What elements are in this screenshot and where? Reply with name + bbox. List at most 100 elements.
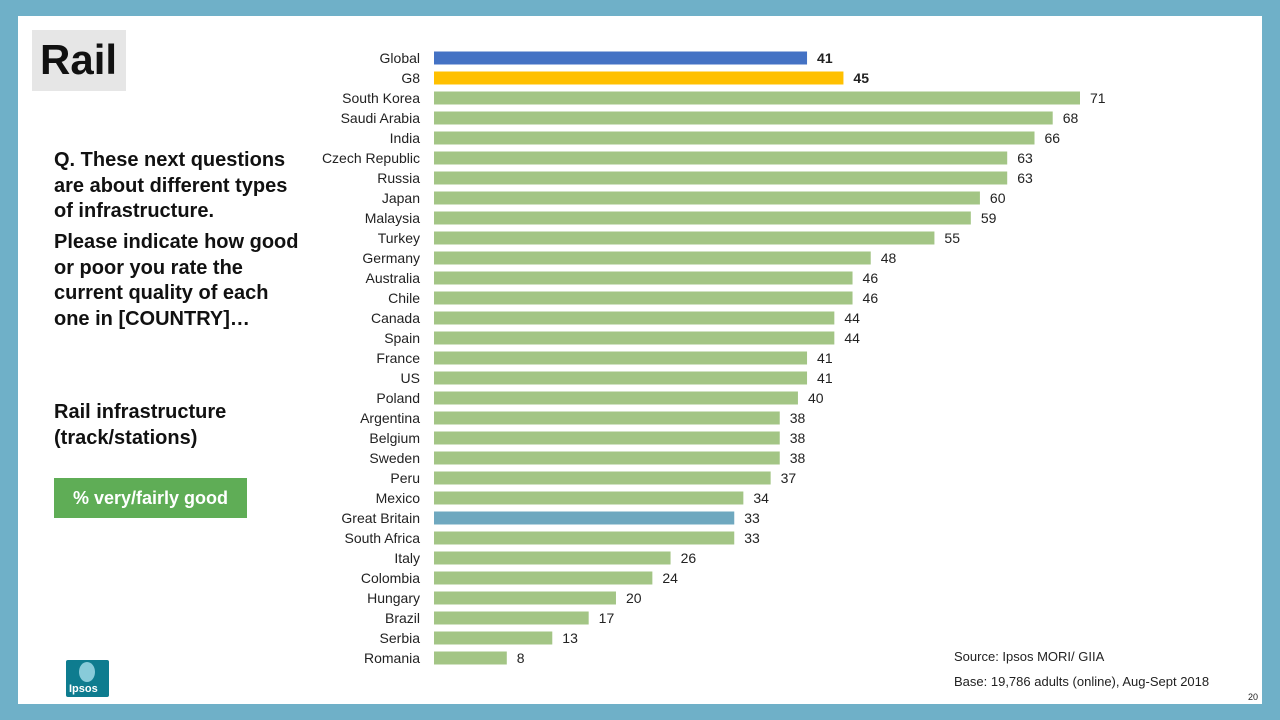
value-label-brazil: 17 xyxy=(599,610,615,626)
category-label-italy: Italy xyxy=(394,550,420,566)
category-label-us: US xyxy=(401,370,420,386)
category-label-france: France xyxy=(376,350,420,366)
category-label-canada: Canada xyxy=(371,310,420,326)
value-label-poland: 40 xyxy=(808,390,824,406)
category-label-czech-republic: Czech Republic xyxy=(322,150,420,166)
category-label-south-africa: South Africa xyxy=(345,530,421,546)
bar-brazil xyxy=(434,611,589,625)
bar-great-britain xyxy=(434,511,735,525)
value-label-canada: 44 xyxy=(844,310,860,326)
category-label-india: India xyxy=(390,130,421,146)
bar-canada xyxy=(434,311,835,325)
category-label-colombia: Colombia xyxy=(361,570,420,586)
bar-poland xyxy=(434,391,798,405)
category-label-south-korea: South Korea xyxy=(342,90,420,106)
value-label-sweden: 38 xyxy=(790,450,806,466)
value-label-peru: 37 xyxy=(781,470,797,486)
category-label-turkey: Turkey xyxy=(378,230,420,246)
category-label-argentina: Argentina xyxy=(360,410,420,426)
bar-global xyxy=(434,51,808,65)
category-label-serbia: Serbia xyxy=(380,630,421,646)
bar-malaysia xyxy=(434,211,971,225)
value-label-germany: 48 xyxy=(881,250,897,266)
value-label-spain: 44 xyxy=(844,330,860,346)
value-label-belgium: 38 xyxy=(790,430,806,446)
question-prompt: Please indicate how good or poor you rat… xyxy=(54,231,299,330)
value-label-malaysia: 59 xyxy=(981,210,997,226)
value-label-global: 41 xyxy=(817,50,833,66)
category-label-hungary: Hungary xyxy=(367,590,420,606)
value-label-mexico: 34 xyxy=(753,490,769,506)
bar-us xyxy=(434,371,808,385)
slide: Rail Q. These next questions are about d… xyxy=(18,16,1262,704)
bar-spain xyxy=(434,331,835,345)
bar-turkey xyxy=(434,231,935,245)
category-label-spain: Spain xyxy=(384,330,420,346)
bar-sweden xyxy=(434,451,780,465)
value-label-south-korea: 71 xyxy=(1090,90,1106,106)
bar-mexico xyxy=(434,491,744,505)
value-label-australia: 46 xyxy=(863,270,879,286)
bar-japan xyxy=(434,191,980,205)
category-label-malaysia: Malaysia xyxy=(365,210,420,226)
category-label-g8: G8 xyxy=(401,70,420,86)
value-label-france: 41 xyxy=(817,350,833,366)
value-label-japan: 60 xyxy=(990,190,1006,206)
bar-peru xyxy=(434,471,771,485)
category-label-poland: Poland xyxy=(376,390,420,406)
bar-argentina xyxy=(434,411,780,425)
category-label-global: Global xyxy=(380,50,420,66)
question-intro: Q. These next questions are about differ… xyxy=(54,149,288,222)
category-label-brazil: Brazil xyxy=(385,610,420,626)
bar-france xyxy=(434,351,808,365)
category-label-saudi-arabia: Saudi Arabia xyxy=(341,110,421,126)
value-label-czech-republic: 63 xyxy=(1017,150,1033,166)
question-subject: Rail infrastructure (track/stations) xyxy=(54,401,227,449)
category-label-romania: Romania xyxy=(364,650,420,666)
bar-chile xyxy=(434,291,853,305)
value-label-serbia: 13 xyxy=(562,630,578,646)
value-label-italy: 26 xyxy=(681,550,697,566)
value-label-south-africa: 33 xyxy=(744,530,760,546)
base-note: Base: 19,786 adults (online), Aug-Sept 2… xyxy=(954,674,1210,689)
value-label-us: 41 xyxy=(817,370,833,386)
bar-g8 xyxy=(434,71,844,85)
category-label-mexico: Mexico xyxy=(376,490,421,506)
value-label-india: 66 xyxy=(1045,130,1061,146)
page-number: 20 xyxy=(1247,692,1258,702)
logo-text: Ipsos xyxy=(69,683,98,695)
bar-india xyxy=(434,131,1035,145)
value-label-g8: 45 xyxy=(853,70,869,86)
bar-south-africa xyxy=(434,531,735,545)
bar-czech-republic xyxy=(434,151,1008,165)
value-label-saudi-arabia: 68 xyxy=(1063,110,1079,126)
category-label-russia: Russia xyxy=(377,170,420,186)
value-label-chile: 46 xyxy=(863,290,879,306)
value-label-hungary: 20 xyxy=(626,590,642,606)
title-box: Rail xyxy=(32,30,126,91)
bar-saudi-arabia xyxy=(434,111,1053,125)
bar-colombia xyxy=(434,571,653,585)
bar-south-korea xyxy=(434,91,1080,105)
value-label-argentina: 38 xyxy=(790,410,806,426)
bar-italy xyxy=(434,551,671,565)
slide-title: Rail xyxy=(40,36,118,83)
category-label-chile: Chile xyxy=(388,290,420,306)
value-label-turkey: 55 xyxy=(944,230,960,246)
ipsos-logo: Ipsos xyxy=(66,660,109,697)
bar-russia xyxy=(434,171,1008,185)
bar-chart: Global 41 G8 45 South Korea 71 Saudi Arabia 68 I… xyxy=(322,50,1106,666)
value-label-great-britain: 33 xyxy=(744,510,760,526)
value-label-romania: 8 xyxy=(517,650,525,666)
bar-germany xyxy=(434,251,871,265)
value-label-colombia: 24 xyxy=(662,570,678,586)
value-label-russia: 63 xyxy=(1017,170,1033,186)
category-label-japan: Japan xyxy=(382,190,420,206)
category-label-sweden: Sweden xyxy=(369,450,420,466)
bar-hungary xyxy=(434,591,616,605)
measure-badge: % very/fairly good xyxy=(54,478,247,518)
bar-belgium xyxy=(434,431,780,445)
category-label-peru: Peru xyxy=(390,470,420,486)
bar-serbia xyxy=(434,631,553,645)
category-label-australia: Australia xyxy=(366,270,421,286)
